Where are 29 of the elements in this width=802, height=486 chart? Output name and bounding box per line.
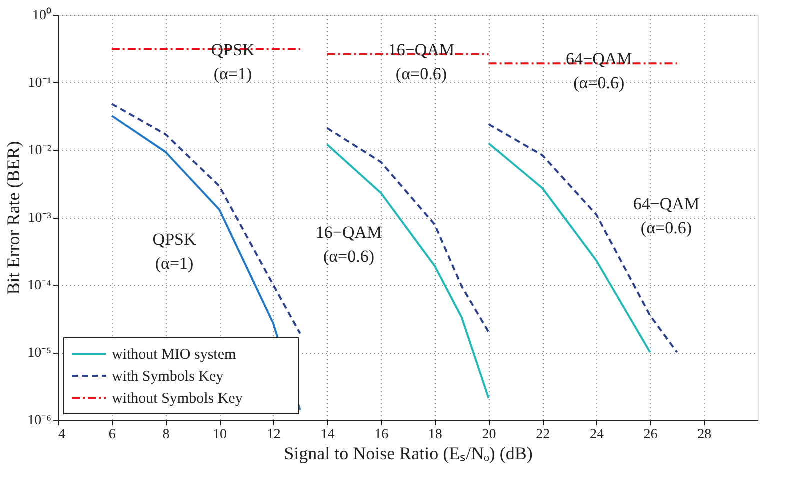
legend-label: without MIO system bbox=[112, 347, 236, 363]
x-axis-title: Signal to Noise Ratio (Eₛ/Nₒ) (dB) bbox=[284, 444, 533, 464]
y-tick-label: 10⁻⁶ bbox=[28, 414, 52, 428]
x-tick-label: 16 bbox=[374, 428, 389, 442]
legend-label: without Symbols Key bbox=[112, 391, 244, 407]
x-tick-label: 6 bbox=[108, 428, 116, 442]
y-tick-label: 10⁻⁴ bbox=[28, 278, 52, 294]
x-tick-label: 24 bbox=[590, 428, 604, 442]
annotation: QPSK (α=1) bbox=[152, 230, 197, 273]
x-tick-label: 28 bbox=[698, 428, 712, 442]
y-tick-label: 10⁻³ bbox=[28, 211, 52, 226]
x-tick-label: 4 bbox=[58, 428, 66, 442]
x-tick-label: 26 bbox=[644, 428, 658, 442]
x-tick-label: 22 bbox=[536, 428, 550, 442]
annotation: 16−QAM (α=0.6) bbox=[316, 223, 382, 266]
y-axis-title: Bit Error Rate (BER) bbox=[4, 141, 24, 295]
x-tick-label: 20 bbox=[482, 428, 496, 442]
y-tick-label: 10⁻⁵ bbox=[28, 346, 52, 361]
y-tick-label: 10⁻² bbox=[28, 144, 52, 158]
y-tick-label: 10⁰ bbox=[32, 8, 52, 24]
x-tick-label: 10 bbox=[213, 428, 228, 442]
annotation: 64−QAM (α=0.6) bbox=[633, 194, 700, 238]
x-tick-label: 18 bbox=[428, 428, 442, 442]
x-tick-label: 14 bbox=[320, 428, 335, 442]
x-tick-label: 8 bbox=[162, 428, 170, 442]
x-tick-label: 12 bbox=[266, 428, 281, 442]
y-tick-label: 10⁻¹ bbox=[28, 76, 52, 91]
legend-label: with Symbols Key bbox=[112, 369, 224, 385]
line-series bbox=[110, 103, 302, 335]
